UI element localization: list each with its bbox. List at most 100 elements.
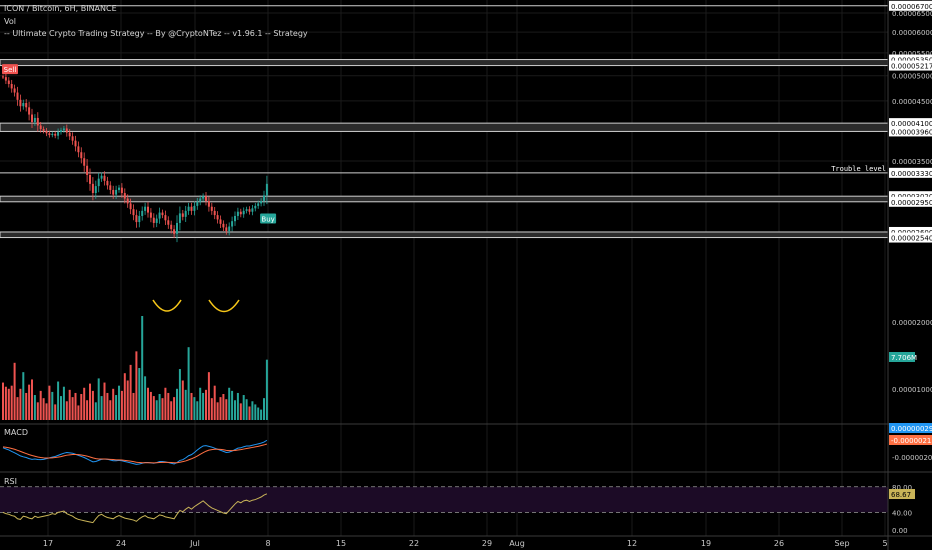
price-level-box	[889, 226, 932, 237]
volume-bar	[257, 407, 260, 420]
volume-bar	[89, 383, 91, 420]
volume-bar	[260, 409, 263, 420]
candle-body	[39, 125, 42, 130]
volume-bar	[33, 395, 36, 420]
price-level-box-label: 0.00003960	[891, 128, 932, 136]
volume-bars	[2, 316, 268, 420]
zone-band	[0, 122, 889, 132]
volume-bar	[123, 373, 126, 420]
strategy-label: -- Ultimate Crypto Trading Strategy -- B…	[4, 29, 308, 38]
candle-body	[97, 178, 100, 187]
volume-bar	[91, 390, 94, 420]
candle-body	[36, 117, 39, 126]
candle-body	[51, 133, 54, 136]
volume-bar	[207, 372, 210, 420]
price-axis[interactable]: 0.00006500 0.00006000 0.00005500 0.00005000…	[889, 0, 932, 535]
candle-body	[106, 180, 109, 186]
price-level-box	[889, 167, 932, 178]
volume-bar	[210, 398, 213, 420]
smile-annotation-left	[152, 299, 182, 312]
volume-bar	[60, 396, 62, 420]
pattern-annotations	[152, 299, 240, 313]
time-tick-label: 29	[482, 539, 492, 548]
sell-signal	[2, 64, 18, 75]
volume-bar	[176, 388, 178, 420]
candle-body	[265, 183, 268, 196]
volume-bar	[222, 394, 225, 420]
candle-body	[176, 222, 178, 234]
candle-body	[158, 212, 161, 219]
volume-bar	[68, 389, 71, 420]
candle-body	[242, 210, 245, 215]
rsi-current-label: 68.67	[891, 491, 911, 499]
volume-bar	[205, 389, 207, 420]
volume-bar	[187, 347, 190, 420]
volume-bar	[158, 394, 161, 420]
candle-body	[164, 215, 167, 221]
buy-signal-label: Buy	[261, 216, 274, 224]
price-tick-label: 0.00006000	[892, 29, 932, 37]
candle-body	[103, 175, 106, 181]
volume-bar	[231, 390, 234, 420]
candle-body	[62, 128, 65, 131]
candle-body	[170, 224, 173, 230]
volume-bar	[190, 392, 193, 420]
volume-bar	[152, 396, 155, 420]
volume-bar	[97, 378, 100, 420]
candle-body	[4, 77, 7, 81]
volume-bar	[51, 391, 54, 420]
candle-body	[123, 193, 126, 199]
macd-pane-label: MACD	[4, 428, 28, 437]
macd-pane	[2, 439, 268, 465]
volume-bar	[48, 385, 51, 420]
candle-body	[126, 198, 129, 204]
time-tick-label: 24	[116, 539, 126, 548]
volume-bar	[13, 362, 16, 420]
volume-bar	[86, 400, 89, 420]
candle-body	[71, 136, 74, 141]
candle-body	[254, 205, 257, 209]
candle-body	[257, 203, 260, 206]
time-tick-label: 22	[409, 539, 419, 548]
volume-bar	[202, 392, 205, 420]
volume-bar	[10, 385, 13, 420]
volume-bar	[57, 381, 60, 420]
volume-bar	[120, 390, 123, 420]
time-tick-label: 8	[265, 539, 270, 548]
volume-bar	[149, 391, 152, 420]
volume-bar	[196, 401, 199, 420]
volume-bar	[236, 392, 239, 420]
price-level-box-label: 0.00005350	[891, 57, 932, 65]
candle-body	[152, 217, 155, 223]
rsi-tick-label: 80.00	[892, 484, 912, 492]
price-tick-label: 0.00006500	[892, 10, 932, 18]
candle-body	[234, 215, 236, 222]
price-candles[interactable]	[2, 73, 268, 243]
price-level-box	[889, 126, 932, 137]
volume-bar	[109, 400, 112, 420]
time-axis[interactable]: 17 24 Jul 8 15 22 29 Aug 12 19 26 Sep 5	[43, 539, 888, 548]
candle-body	[115, 189, 118, 195]
volume-bar	[184, 389, 187, 420]
smile-annotation-right	[208, 299, 240, 313]
volume-indicator-label: Vol	[4, 17, 16, 26]
price-tick-label: 0.00005500	[892, 50, 932, 58]
volume-bar	[216, 402, 219, 420]
candle-body	[190, 206, 193, 211]
candle-body	[155, 218, 158, 223]
volume-tick-label: 0.00002000	[892, 319, 932, 327]
volume-bar	[39, 390, 42, 420]
candle-body	[236, 211, 239, 216]
rsi-pane	[0, 486, 888, 524]
candle-body	[207, 200, 210, 207]
price-tick-label: 0.00003500	[892, 158, 932, 166]
candle-body	[222, 223, 225, 228]
candle-body	[83, 158, 86, 166]
volume-bar	[28, 384, 31, 420]
macd-signal-line	[2, 443, 268, 464]
rsi-tick-label: 40.00	[892, 509, 912, 517]
candle-body	[13, 88, 16, 93]
volume-bar	[193, 397, 196, 420]
price-tick-label: 0.00005000	[892, 73, 932, 81]
